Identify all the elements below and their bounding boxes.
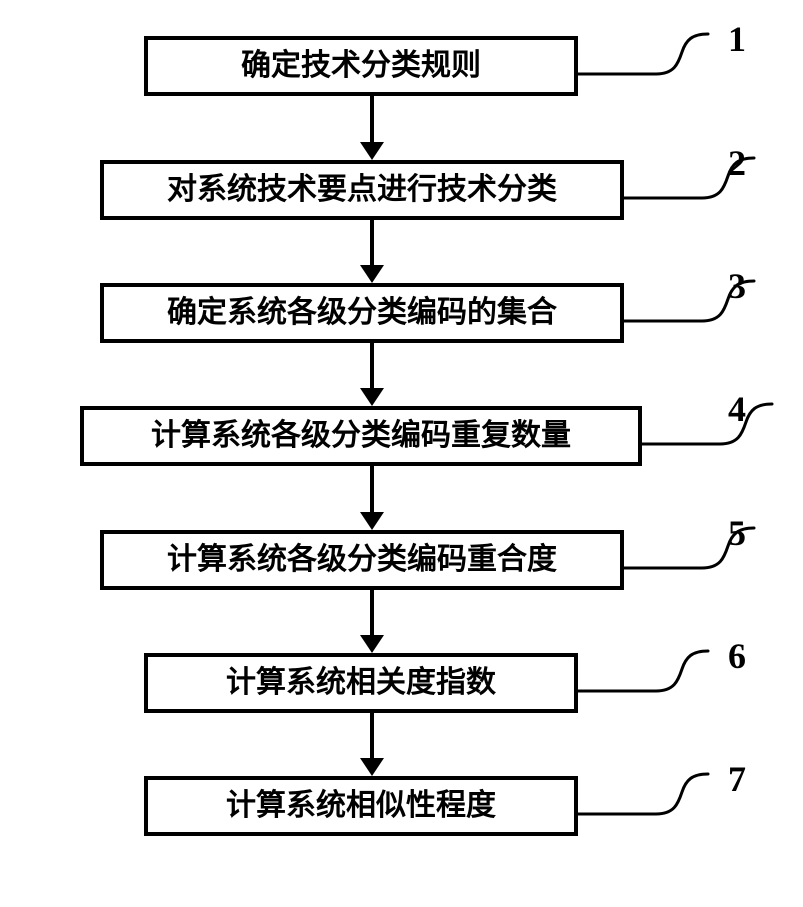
step-box-5: 计算系统各级分类编码重合度 [100,530,624,590]
step-box-1: 确定技术分类规则 [144,36,578,96]
step-number-6: 6 [728,635,746,677]
step-number-1: 1 [728,18,746,60]
step-box-7: 计算系统相似性程度 [144,776,578,836]
step-label-6: 计算系统相关度指数 [226,668,496,698]
arrow-2 [360,220,384,283]
step-number-4: 4 [728,388,746,430]
callout-4 [642,400,792,450]
arrow-6 [360,713,384,776]
step-number-5: 5 [728,512,746,554]
step-box-6: 计算系统相关度指数 [144,653,578,713]
step-number-7: 7 [728,758,746,800]
step-label-4: 计算系统各级分类编码重复数量 [151,421,571,451]
step-number-2: 2 [728,142,746,184]
arrow-5 [360,590,384,653]
step-number-3: 3 [728,265,746,307]
callout-6 [578,647,728,697]
callout-7 [578,770,728,820]
callout-1 [578,30,728,80]
callout-2 [624,154,774,204]
step-box-2: 对系统技术要点进行技术分类 [100,160,624,220]
step-label-3: 确定系统各级分类编码的集合 [167,298,557,328]
arrow-3 [360,343,384,406]
step-label-2: 对系统技术要点进行技术分类 [167,175,557,205]
callout-5 [624,524,774,574]
arrow-4 [360,466,384,530]
callout-3 [624,277,774,327]
flowchart-canvas: 确定技术分类规则 1 对系统技术要点进行技术分类 2 确定系统各级分类编码的集合 3 计算系… [0,0,803,907]
step-box-4: 计算系统各级分类编码重复数量 [80,406,642,466]
step-label-7: 计算系统相似性程度 [226,791,496,821]
step-box-3: 确定系统各级分类编码的集合 [100,283,624,343]
arrow-1 [360,96,384,160]
step-label-5: 计算系统各级分类编码重合度 [167,545,557,575]
step-label-1: 确定技术分类规则 [241,51,481,81]
